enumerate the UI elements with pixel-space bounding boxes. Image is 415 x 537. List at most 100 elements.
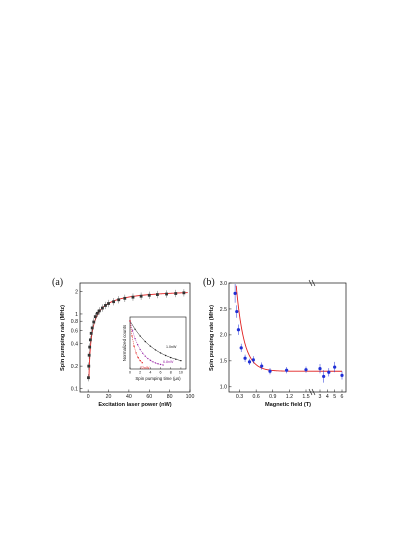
b-y-tick-label: 1.0	[220, 385, 227, 391]
b-data-point	[235, 309, 239, 314]
panel-a-label: (a)	[52, 277, 63, 288]
inset-series-point	[162, 364, 164, 366]
b-data-point	[268, 369, 272, 373]
b-x-tick-label: 1.2	[286, 394, 293, 400]
b-data-point	[251, 358, 255, 362]
panel-b-fit-curve	[235, 285, 343, 372]
b-data-point	[327, 370, 331, 374]
a-data-point	[88, 345, 92, 349]
inset-series	[129, 320, 182, 366]
panel-a-y-ticks: 0.1 0.2 0.4 0.6 0.81 2	[71, 289, 83, 392]
panel-b-ylabel: Spin pumping rate (MHz)	[209, 305, 215, 371]
b-x-tick-label: 0.6	[253, 394, 260, 400]
a-data-point	[131, 295, 135, 299]
b-x-tick-label: 6	[341, 394, 344, 400]
inset-series-point	[134, 328, 136, 330]
a-data-point	[89, 331, 93, 335]
inset-label-1nw: 1.0nW	[166, 345, 177, 349]
inset-x-tick-label: 4	[149, 371, 151, 375]
a-data-point	[123, 296, 127, 300]
a-data-point	[87, 376, 90, 380]
b-data-point	[318, 367, 322, 371]
b-x-tick-label: 0.3	[236, 394, 243, 400]
b-data-point	[236, 328, 241, 332]
inset-x-tick-label: 6	[160, 371, 162, 375]
inset-series-point	[149, 359, 152, 362]
a-data-point	[147, 293, 151, 297]
a-y-tick-label: 1	[75, 312, 78, 318]
inset-series-line	[129, 320, 164, 366]
panel-a-x-ticks: 0 20 40 60 80 100	[87, 389, 195, 400]
inset-series-point	[131, 330, 134, 332]
a-y-tick-label: 2	[75, 289, 78, 295]
panel-b-xlabel: Magnetic field (T)	[265, 402, 311, 408]
inset-series-point	[144, 340, 146, 343]
inset-series-point	[144, 355, 146, 357]
panel-b-x-ticks: 0.3 0.6 0.9 1.2 1.5 3 4 5 6	[236, 389, 344, 400]
inset-series-point	[180, 359, 182, 362]
inset-series-point	[170, 356, 172, 359]
inset-ylabel: Normalized counts	[122, 324, 127, 361]
inset-series-point	[131, 335, 133, 337]
a-y-tick-label: 0.8	[71, 319, 78, 325]
a-data-point	[182, 291, 186, 295]
inset-series-point	[147, 357, 149, 360]
a-data-point	[174, 292, 178, 295]
inset-series-point	[135, 352, 137, 354]
a-x-tick-label: 40	[126, 394, 132, 400]
b-data-point	[233, 291, 237, 295]
a-y-tick-label: 0.4	[71, 341, 78, 347]
inset-x-tick-label: 2	[139, 371, 141, 375]
inset-series-point	[154, 362, 157, 364]
inset-series-point	[139, 335, 141, 337]
a-data-point	[165, 292, 168, 296]
panel-a-data-points	[87, 289, 186, 382]
a-data-point	[112, 300, 116, 304]
panel-b-frame	[228, 282, 347, 393]
inset-frame	[129, 316, 187, 370]
inset-series-point	[129, 320, 131, 322]
inset-x-tick-label: 8	[170, 371, 172, 375]
a-x-tick-label: 80	[167, 394, 173, 400]
a-y-tick-label: 0.2	[71, 364, 78, 370]
panel-a-xlabel: Excitation laser power (nW)	[98, 402, 171, 408]
b-data-point	[243, 356, 247, 360]
inset-series-point	[141, 362, 143, 364]
a-x-tick-label: 20	[106, 394, 112, 400]
b-data-point	[304, 368, 308, 372]
inset-xlabel: Spin pumping time (µs)	[135, 376, 181, 381]
panel-b-data-points	[233, 284, 344, 383]
inset-x-ticks: 0 2 4 6 8 10	[129, 367, 183, 375]
a-data-point	[101, 306, 104, 310]
inset-series-point	[164, 354, 167, 357]
b-y-tick-label: 3.0	[220, 281, 227, 287]
inset-series-point	[159, 352, 162, 354]
panel-a: (a) 0 20 40 60 80 100 0.10.20.40.60.812 Excit…	[52, 277, 194, 408]
b-y-tick-label: 1.5	[220, 359, 227, 365]
inset-series-point	[159, 363, 162, 366]
panel-a-ylabel: Spin pumping rate (MHz)	[60, 305, 66, 371]
a-data-point	[104, 304, 107, 307]
a-data-point	[87, 364, 91, 368]
b-data-point	[239, 346, 243, 350]
b-y-tick-label: 2.0	[220, 333, 227, 339]
inset-label-72nw: 72nW	[140, 366, 150, 370]
a-x-tick-label: 100	[186, 394, 195, 400]
a-data-point	[93, 315, 97, 319]
inset-series-point	[134, 337, 136, 340]
b-x-tick-label: 5	[333, 394, 336, 400]
b-y-tick-label: 2.5	[220, 307, 227, 313]
a-data-point	[90, 326, 94, 330]
a-x-tick-label: 0	[87, 394, 90, 400]
a-data-point	[88, 338, 92, 342]
inset-series-point	[139, 359, 141, 362]
b-x-tick-label: 3	[319, 394, 322, 400]
inset-series-point	[157, 363, 159, 365]
a-data-point	[107, 302, 110, 305]
inset-series-point	[139, 348, 141, 351]
a-data-point	[87, 353, 91, 357]
b-data-point	[340, 373, 344, 377]
a-data-point	[139, 294, 143, 298]
panel-a-inset: 0 2 4 6 8 10 Spin pumping time (µs) Normalize…	[122, 316, 187, 381]
b-x-tick-label: 0.9	[269, 394, 276, 400]
